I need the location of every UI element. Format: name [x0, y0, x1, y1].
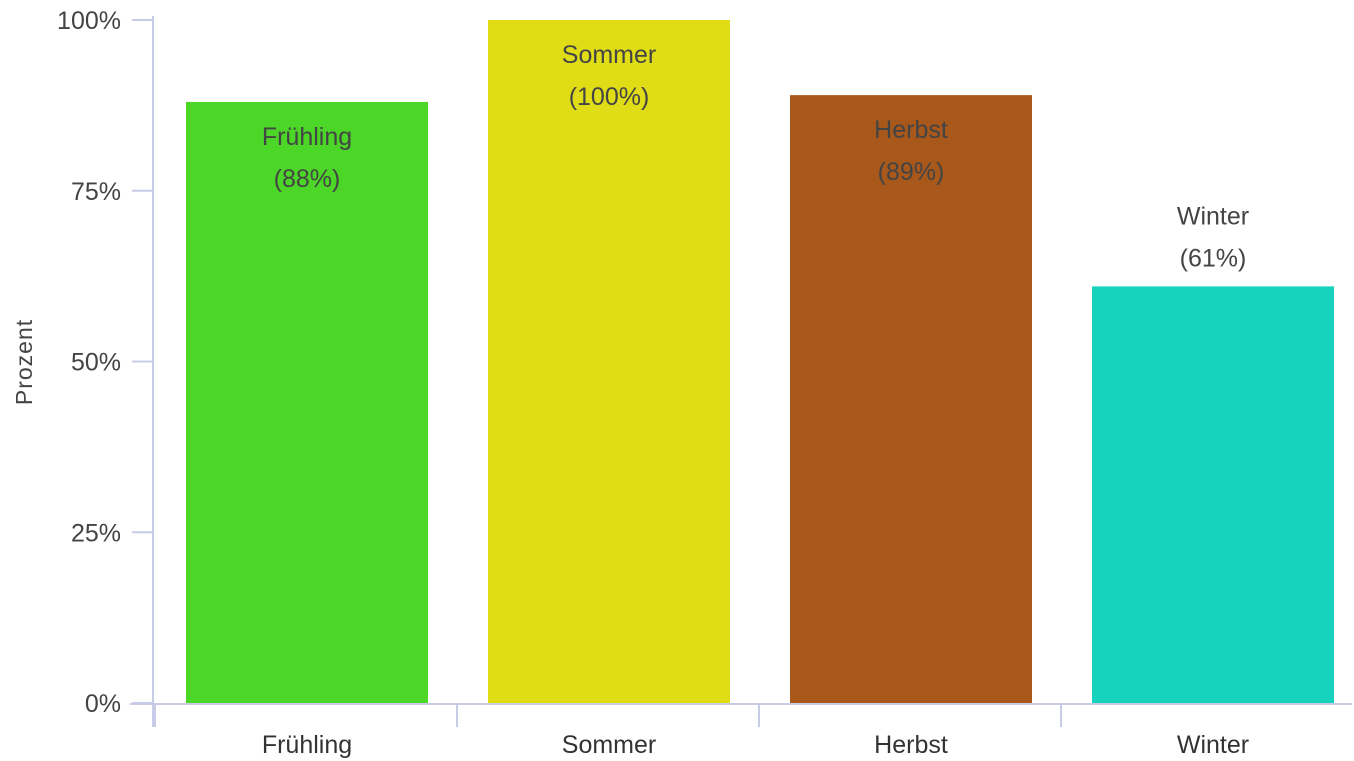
bar — [790, 95, 1032, 703]
x-tick-label: Sommer — [562, 731, 656, 759]
y-tick-label: 25% — [71, 519, 121, 547]
bar-data-label-name: Winter — [1177, 202, 1249, 230]
x-tick-label: Herbst — [874, 731, 948, 759]
y-tick-label: 50% — [71, 349, 121, 377]
y-tick-label: 100% — [57, 7, 121, 35]
y-tick-label: 0% — [85, 690, 121, 718]
bar-data-label-name: Frühling — [262, 123, 352, 151]
bar-data-label-value: (61%) — [1180, 244, 1247, 272]
labels: Frühling (88%) Frühling Sommer (100%) Sommer H… — [262, 41, 1249, 759]
bar — [186, 101, 428, 703]
bar-data-label-value: (100%) — [569, 83, 650, 111]
y-axis-title: Prozent — [11, 319, 37, 405]
bar-data-label-value: (88%) — [274, 165, 341, 193]
bar-data-label-value: (89%) — [878, 158, 945, 186]
bar-data-label-name: Sommer — [562, 41, 656, 69]
axes: 0% 25% 50% 75% 100% — [57, 7, 1352, 727]
x-tick-label: Frühling — [262, 731, 352, 759]
bar — [488, 20, 730, 703]
x-tick-label: Winter — [1177, 731, 1249, 759]
bar-data-label-name: Herbst — [874, 116, 948, 144]
bars — [186, 20, 1334, 703]
bar — [1092, 286, 1334, 703]
y-tick-label: 75% — [71, 178, 121, 206]
